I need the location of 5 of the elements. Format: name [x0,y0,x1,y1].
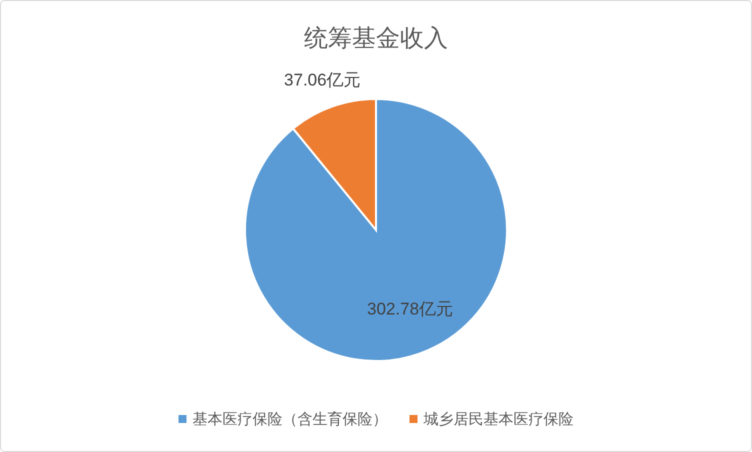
data-label: 302.78亿元 [367,300,454,319]
legend-label: 基本医疗保险（含生育保险） [192,411,388,428]
chart-title: 统筹基金收入 [304,25,448,52]
legend-label: 城乡居民基本医疗保险 [422,411,574,428]
data-label: 37.06亿元 [284,70,361,90]
